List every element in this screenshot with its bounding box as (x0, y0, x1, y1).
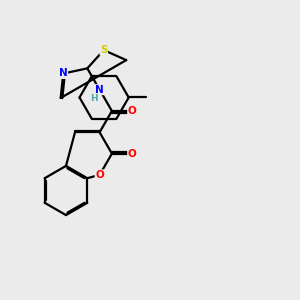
Text: S: S (100, 45, 107, 55)
Text: N: N (95, 85, 104, 95)
Text: O: O (128, 106, 136, 116)
Text: N: N (59, 68, 68, 79)
Text: O: O (128, 148, 136, 159)
Text: O: O (95, 170, 104, 180)
Text: H: H (91, 94, 98, 103)
